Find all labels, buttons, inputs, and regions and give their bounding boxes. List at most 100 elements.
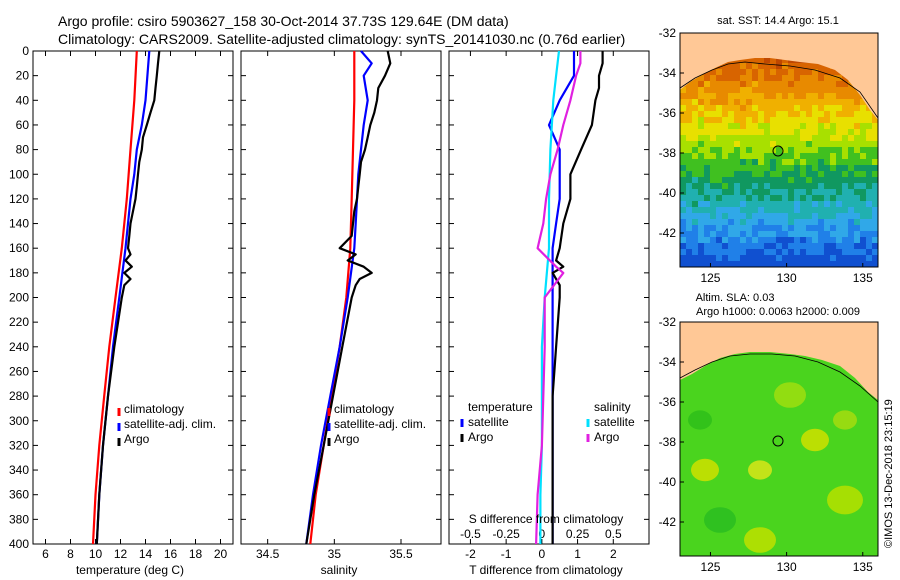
sst-cell — [812, 75, 819, 82]
sst-cell — [812, 165, 819, 172]
sst-cell — [818, 135, 825, 142]
sst-cell — [758, 147, 765, 154]
sst-cell — [842, 213, 849, 220]
sst-cell — [836, 81, 843, 88]
sst-cell — [848, 225, 855, 232]
sst-map-title: sat. SST: 14.4 Argo: 15.1 — [717, 15, 839, 27]
sst-cell — [764, 153, 771, 160]
sst-cell — [812, 213, 819, 220]
sst-cell — [830, 249, 837, 256]
sst-cell — [728, 195, 735, 202]
sst-cell — [704, 243, 711, 250]
sst-cell — [752, 207, 759, 214]
sst-cell — [818, 159, 825, 166]
sst-cell — [680, 231, 687, 238]
sst-cell — [800, 99, 807, 106]
sst-cell — [770, 201, 777, 208]
sst-cell — [734, 213, 741, 220]
sst-cell — [692, 231, 699, 238]
sst-cell — [830, 213, 837, 220]
sst-cell — [764, 147, 771, 154]
sst-cell — [782, 117, 789, 124]
sst-cell — [794, 219, 801, 226]
sst-cell — [776, 183, 783, 190]
sst-cell — [848, 93, 855, 100]
sst-cell — [848, 213, 855, 220]
legend-climatology: climatology — [124, 402, 184, 416]
sst-cell — [848, 231, 855, 238]
map-y-tick-label: -38 — [659, 435, 677, 449]
difference-temperature-legend: temperature satellite Argo — [460, 400, 533, 444]
sst-cell — [842, 75, 849, 82]
sst-cell — [776, 213, 783, 220]
x-tick-label: 14 — [139, 547, 153, 561]
depth-tick-label: 120 — [9, 192, 29, 206]
sst-cell — [710, 207, 717, 214]
sst-cell — [734, 177, 741, 184]
sst-cell — [722, 159, 729, 166]
sst-cell — [758, 141, 765, 148]
sst-cell — [830, 237, 837, 244]
sst-cell — [836, 213, 843, 220]
sst-cell — [794, 177, 801, 184]
sst-cell — [800, 111, 807, 118]
sst-cell — [812, 195, 819, 202]
sst-cell — [824, 249, 831, 256]
sla-blob — [827, 485, 863, 515]
sst-map: sat. SST: 14.4 Argo: 15.1 125 130 135 -32 -3… — [659, 15, 879, 285]
sst-cell — [872, 117, 879, 124]
sst-cell — [704, 135, 711, 142]
sst-cell — [818, 147, 825, 154]
sst-cell — [788, 81, 795, 88]
sst-cell — [752, 111, 759, 118]
sst-cell — [710, 111, 717, 118]
sst-cell — [758, 57, 765, 64]
sst-cell — [830, 183, 837, 190]
sst-cell — [704, 165, 711, 172]
sst-cell — [824, 93, 831, 100]
sst-cell — [716, 171, 723, 178]
sst-cell — [794, 135, 801, 142]
sst-cell — [770, 75, 777, 82]
map-x-tick-label: 135 — [853, 271, 873, 285]
sst-cell — [728, 201, 735, 208]
sst-cell — [722, 249, 729, 256]
sst-cell — [794, 237, 801, 244]
sst-cell — [692, 141, 699, 148]
sst-cell — [860, 135, 867, 142]
sst-cell — [824, 81, 831, 88]
sst-cell — [830, 201, 837, 208]
sst-cell — [704, 201, 711, 208]
sst-cell — [704, 195, 711, 202]
sst-cell — [854, 231, 861, 238]
sst-cell — [872, 147, 879, 154]
sst-cell — [830, 207, 837, 214]
sst-axes: 125 130 135 -32 -34 -36 -38 -40 -42 — [659, 26, 873, 285]
sst-cell — [824, 207, 831, 214]
sst-cell — [776, 195, 783, 202]
sst-cell — [866, 171, 873, 178]
sst-cell — [776, 189, 783, 196]
sst-cell — [740, 93, 747, 100]
sst-cell — [806, 99, 813, 106]
sst-cell — [794, 225, 801, 232]
sst-cell — [764, 189, 771, 196]
sst-cell — [806, 183, 813, 190]
sst-cell — [830, 93, 837, 100]
sst-cell — [770, 243, 777, 250]
sst-cell — [734, 135, 741, 142]
sst-cell — [752, 195, 759, 202]
sst-cell — [710, 261, 717, 268]
sst-cell — [812, 99, 819, 106]
sst-cell — [698, 75, 705, 82]
sst-cell — [704, 231, 711, 238]
sst-cell — [734, 219, 741, 226]
sst-cell — [842, 111, 849, 118]
depth-tick-label: 400 — [9, 537, 29, 551]
sst-cell — [782, 207, 789, 214]
sst-cell — [800, 243, 807, 250]
series-line-t-argo — [551, 51, 604, 544]
sst-cell — [854, 165, 861, 172]
sst-cell — [812, 63, 819, 70]
sst-cell — [800, 165, 807, 172]
